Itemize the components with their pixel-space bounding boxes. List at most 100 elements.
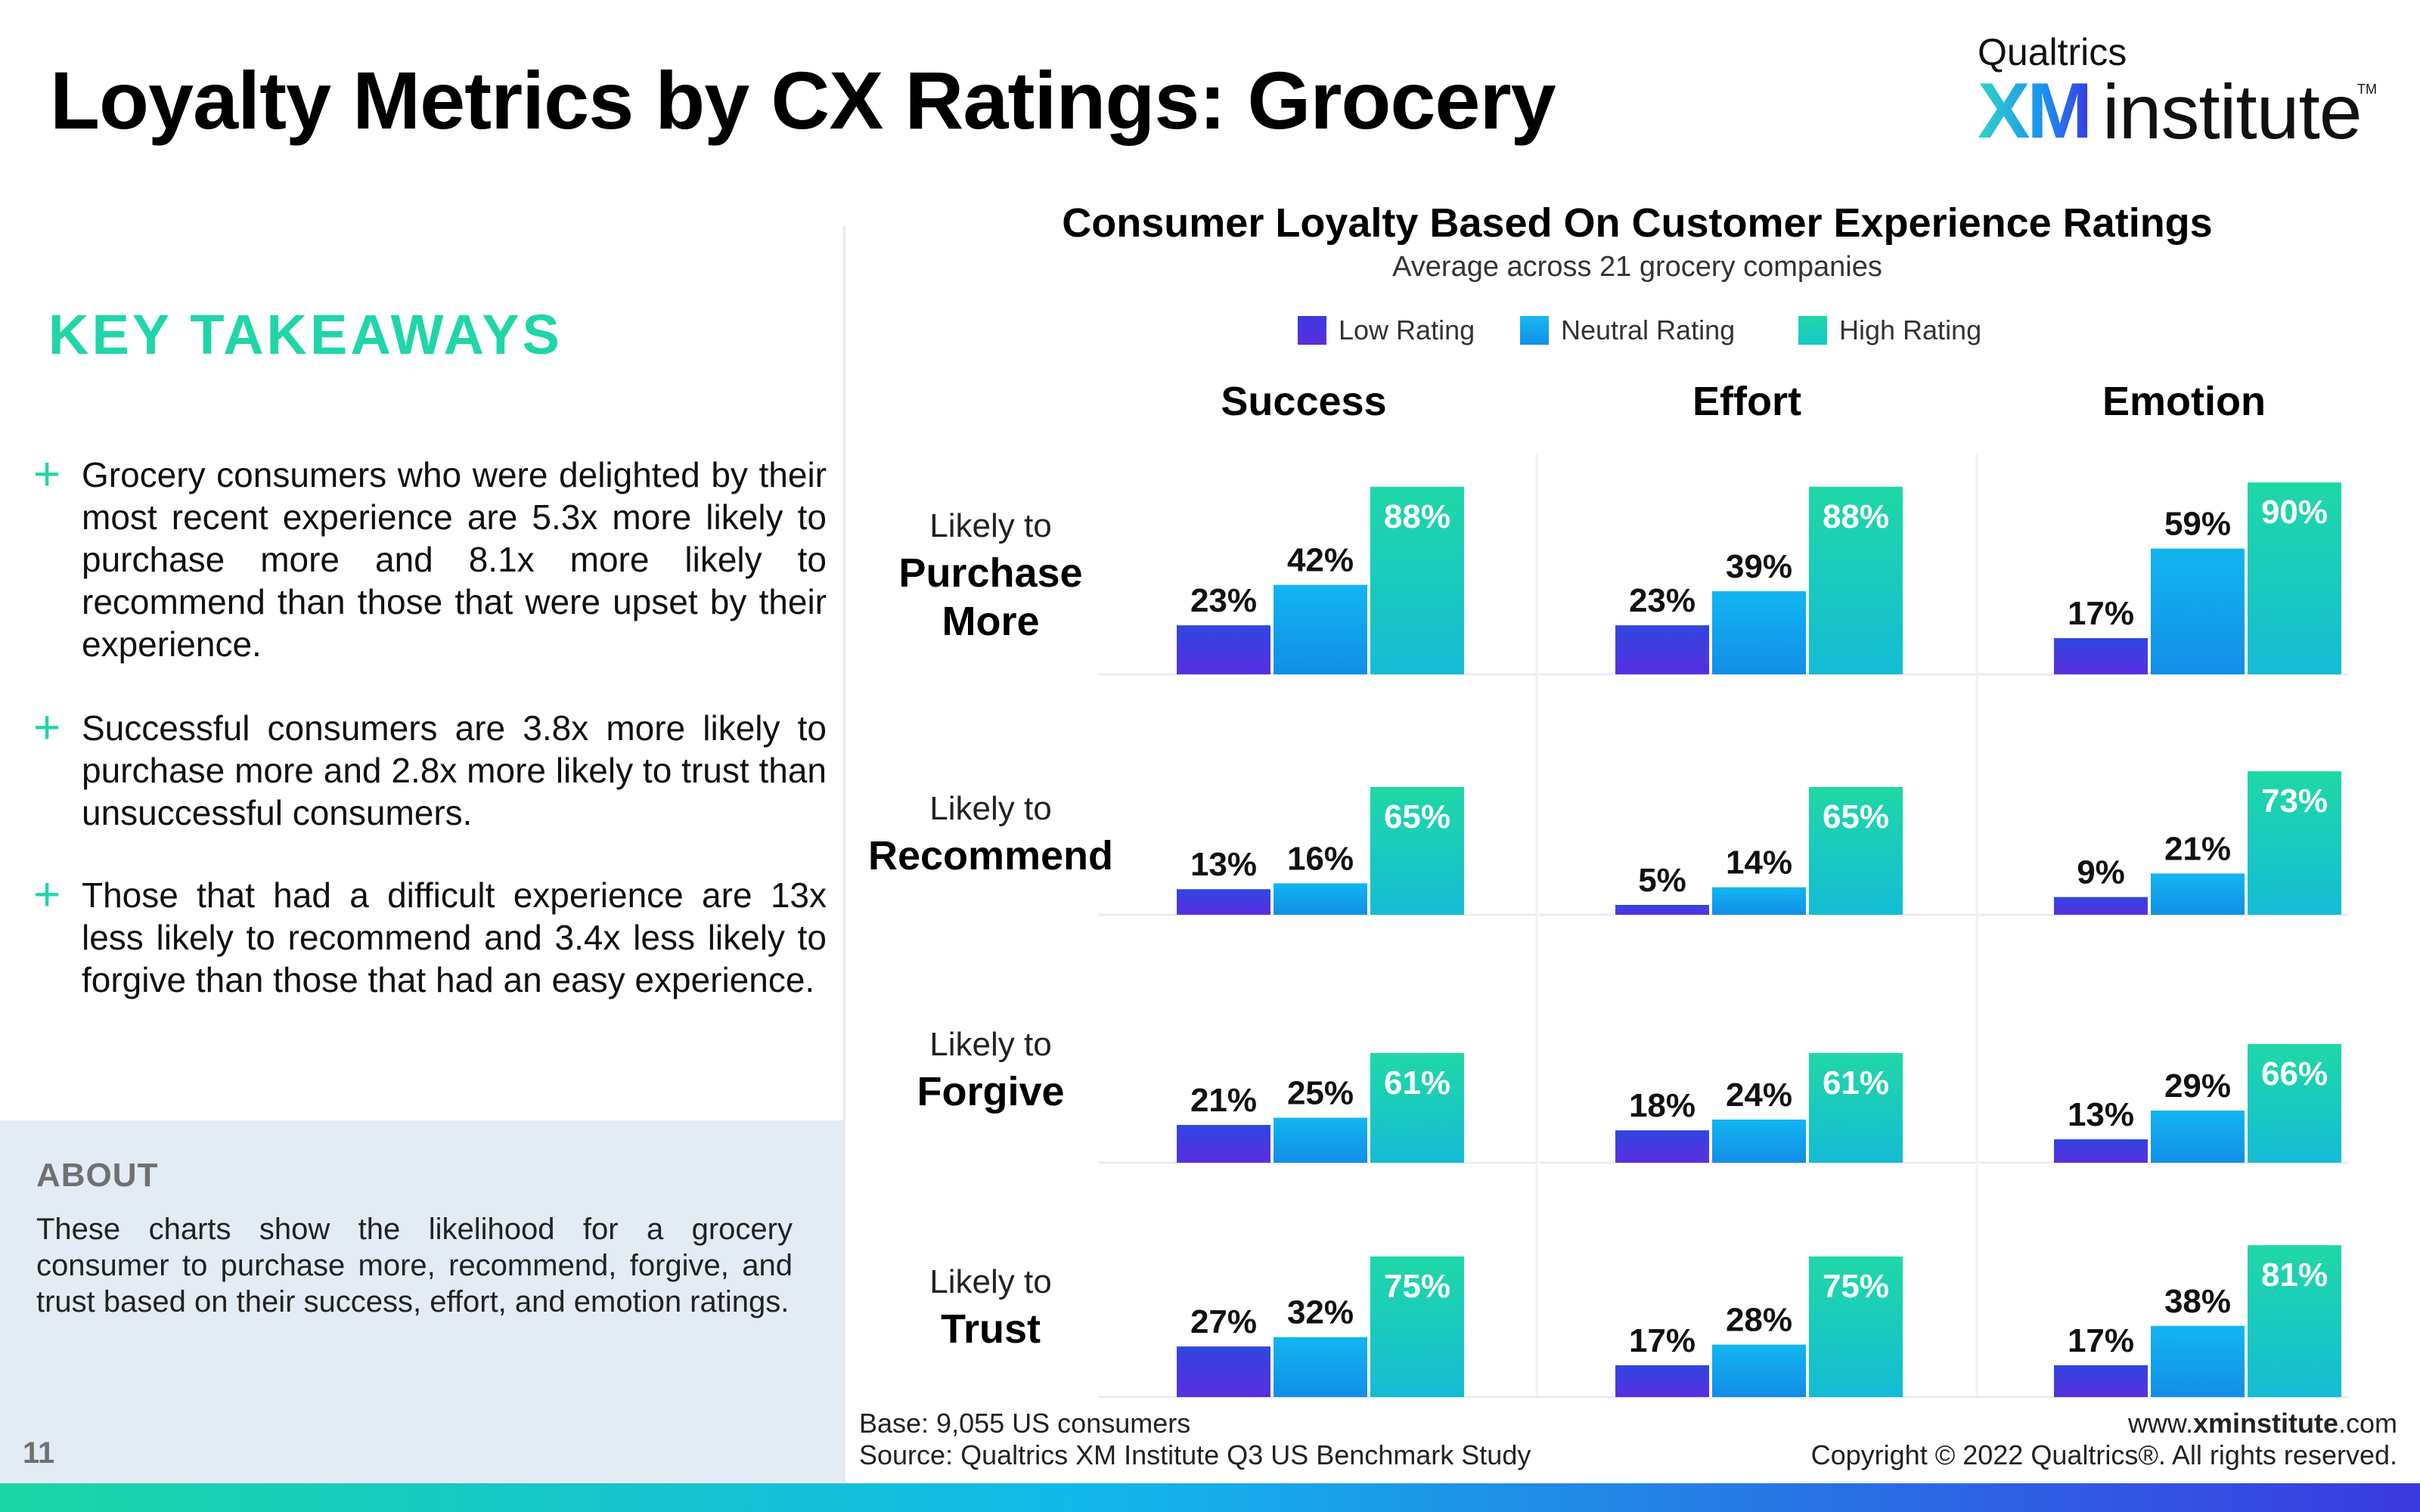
takeaway-text: Successful consumers are 3.8x more likel… <box>82 708 827 832</box>
bars-group: 23% 42% 88% 23% 39% 88% 17% 59% 90% 13% 16% 65% 5% 14… <box>1177 482 2341 1397</box>
row-label-trust: Likely to Trust <box>855 1259 1127 1353</box>
column-header-effort: Effort <box>1692 379 1801 424</box>
footer-url-prefix: www. <box>2127 1408 2193 1439</box>
bar-high <box>2248 771 2341 915</box>
bar-value-label: 39% <box>1726 548 1792 585</box>
bar-value-label: 38% <box>2164 1283 2231 1320</box>
bar-low <box>1615 625 1709 674</box>
bar-neutral <box>1712 1119 1806 1163</box>
bar-value-label: 23% <box>1629 582 1696 619</box>
bar-value-label: 13% <box>1190 846 1257 883</box>
xm-institute-logo: Qualtrics XM institute TM <box>1978 30 2377 155</box>
legend-swatch-high <box>1798 316 1827 345</box>
bar-value-label: 13% <box>2068 1096 2134 1133</box>
bar-neutral <box>2151 1325 2245 1397</box>
bar-low <box>1615 1365 1709 1397</box>
bar-value-label: 17% <box>2068 1322 2134 1359</box>
legend-item-low: Low Rating <box>1298 311 1475 349</box>
bar-high <box>1809 1256 1903 1397</box>
logo-trademark: TM <box>2357 82 2377 97</box>
bar-neutral <box>1274 1117 1367 1163</box>
takeaway-text: Grocery consumers who were delighted by … <box>82 455 827 664</box>
bar-neutral <box>1274 1337 1367 1397</box>
bar-neutral <box>1274 883 1367 915</box>
page-number: 11 <box>23 1436 55 1470</box>
legend-label: Neutral Rating <box>1561 314 1736 345</box>
bar-value-label: 88% <box>1823 498 1889 535</box>
row-label-recommend: Likely to Recommend <box>855 786 1127 880</box>
bar-value-label: 21% <box>1190 1082 1257 1119</box>
column-header-emotion: Emotion <box>2102 379 2266 424</box>
bar-high <box>1809 787 1903 915</box>
bar-neutral <box>1274 584 1367 674</box>
takeaway-text: Those that had a difficult experience ar… <box>82 875 827 999</box>
bar-low <box>1615 1130 1709 1163</box>
bar-high <box>1370 787 1464 915</box>
bar-value-label: 25% <box>1287 1075 1354 1112</box>
legend-swatch-neutral <box>1520 316 1549 345</box>
bar-neutral <box>1712 887 1806 915</box>
bar-value-label: 73% <box>2261 782 2328 820</box>
footer-url-link[interactable]: www.xminstitute.com <box>1811 1408 2397 1439</box>
legend-label: High Rating <box>1839 314 1982 345</box>
footer-url-bold: xminstitute <box>2192 1408 2338 1439</box>
bar-value-label: 90% <box>2261 494 2328 531</box>
legend-label: Low Rating <box>1339 314 1475 345</box>
bar-value-label: 17% <box>1629 1322 1696 1359</box>
footer-source: Source: Qualtrics XM Institute Q3 US Ben… <box>859 1439 1531 1470</box>
bar-value-label: 61% <box>1384 1064 1450 1101</box>
bar-neutral <box>2151 548 2245 674</box>
bar-value-label: 23% <box>1190 582 1257 619</box>
column-header-success: Success <box>1221 379 1387 424</box>
panel-divider <box>843 225 845 1482</box>
bar-neutral <box>2151 873 2245 915</box>
bar-high <box>1370 1256 1464 1397</box>
bar-low <box>1177 625 1270 674</box>
bar-value-label: 21% <box>2164 830 2231 867</box>
footer-url-suffix: .com <box>2338 1408 2397 1439</box>
bar-low <box>1177 1346 1270 1397</box>
bar-high <box>1809 486 1903 674</box>
bottom-gradient-bar <box>0 1483 2420 1512</box>
bar-value-label: 65% <box>1823 798 1889 835</box>
bar-value-label: 65% <box>1384 798 1450 835</box>
row-label-prefix: Likely to <box>929 790 1052 827</box>
row-label-prefix: Likely to <box>929 1263 1052 1300</box>
plus-icon: + <box>33 448 61 500</box>
bar-value-label: 75% <box>1384 1268 1450 1305</box>
footer-copyright: Copyright © 2022 Qualtrics®. All rights … <box>1810 1439 2397 1470</box>
bar-value-label: 14% <box>1726 844 1792 881</box>
bar-high <box>2248 1245 2341 1397</box>
row-label-purchase-more: Likely to Purchase More <box>855 503 1127 646</box>
bar-value-label: 61% <box>1823 1064 1889 1101</box>
bar-low <box>1177 1125 1270 1163</box>
bar-value-label: 88% <box>1384 498 1450 535</box>
footer-copyright-block: www.xminstitute.com Copyright © 2022 Qua… <box>1811 1408 2397 1471</box>
bar-value-label: 24% <box>1726 1077 1792 1114</box>
footer-base: Base: 9,055 US consumers <box>859 1408 1191 1439</box>
bar-low <box>2054 1139 2148 1163</box>
footer-source-block: Base: 9,055 US consumers Source: Qualtri… <box>859 1408 1531 1471</box>
bar-low <box>1615 905 1709 915</box>
bar-value-label: 9% <box>2077 854 2125 891</box>
row-label-main: Trust <box>940 1306 1041 1352</box>
row-label-forgive: Likely to Forgive <box>855 1022 1127 1116</box>
row-label-main: More <box>942 599 1040 644</box>
bar-value-label: 16% <box>1287 840 1354 877</box>
legend-item-neutral: Neutral Rating <box>1520 311 1735 349</box>
bar-value-label: 75% <box>1823 1268 1889 1305</box>
logo-qualtrics-text: Qualtrics <box>1978 31 2127 73</box>
row-label-main: Forgive <box>917 1069 1065 1114</box>
bar-value-label: 66% <box>2261 1055 2328 1092</box>
bar-value-label: 28% <box>1726 1302 1792 1339</box>
row-label-main: Recommend <box>867 833 1114 878</box>
key-takeaways-heading: KEY TAKEAWAYS <box>48 303 563 366</box>
about-text: These charts show the likelihood for a g… <box>36 1213 793 1318</box>
plus-icon: + <box>33 869 61 921</box>
row-label-prefix: Likely to <box>929 1026 1052 1063</box>
bar-value-label: 59% <box>2164 506 2231 543</box>
bar-low <box>2054 1365 2148 1397</box>
row-label-main: Purchase <box>898 550 1083 596</box>
bar-value-label: 5% <box>1638 862 1686 899</box>
